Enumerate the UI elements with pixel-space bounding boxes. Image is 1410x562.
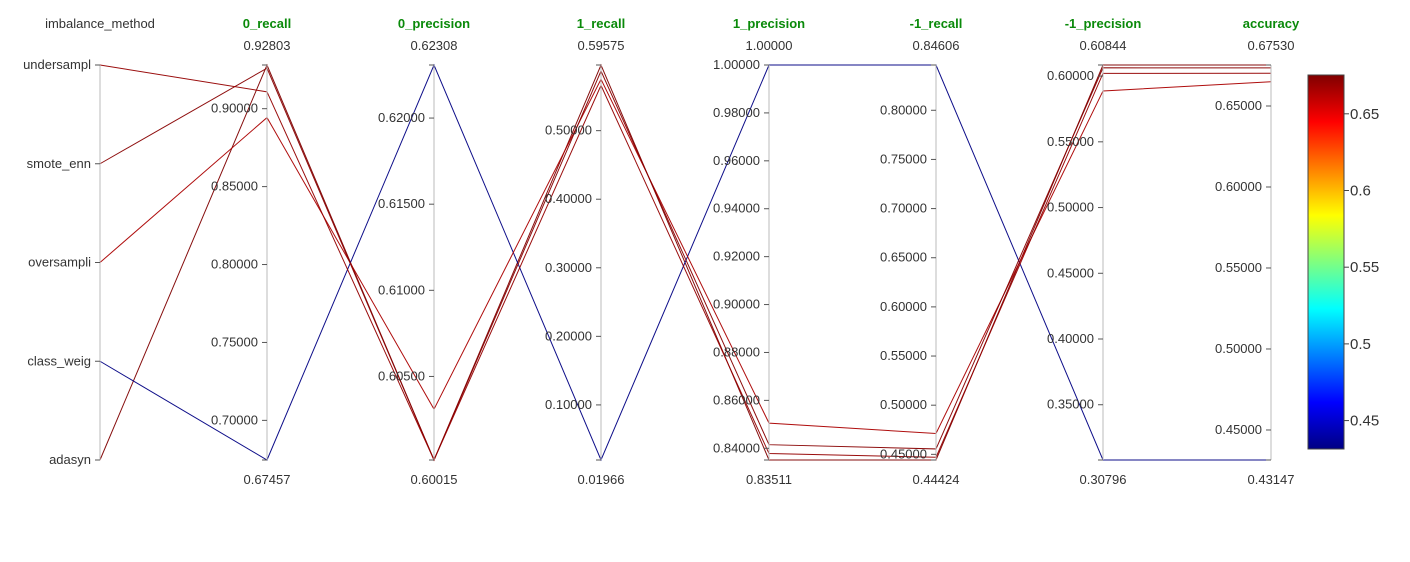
axis-title: 1_recall: [577, 16, 625, 31]
category-label: smote_enn: [27, 156, 91, 171]
axis-title: -1_recall: [910, 16, 963, 31]
axis-tick-label: 0.55000: [1215, 260, 1262, 275]
axis-tick-label: 0.55000: [880, 348, 927, 363]
axis-range-max-label: 0.92803: [244, 38, 291, 53]
axis-tick-label: 0.45000: [880, 446, 927, 461]
axis-range-max-label: 1.00000: [746, 38, 793, 53]
colorbar-tick-label: 0.5: [1350, 336, 1371, 353]
axis-tick-label: 0.65000: [1215, 98, 1262, 113]
colorbar-tick-label: 0.55: [1350, 259, 1379, 276]
colorbar-gradient: [1307, 74, 1345, 450]
axis-range-min-label: 0.01966: [578, 472, 625, 487]
axis-title: imbalance_method: [45, 16, 155, 31]
axis-range-min-label: 0.67457: [244, 472, 291, 487]
axis-range-max-label: 0.59575: [578, 38, 625, 53]
axis-tick-label: 0.20000: [545, 328, 592, 343]
axis-range-max-label: 0.60844: [1080, 38, 1127, 53]
category-label: adasyn: [49, 452, 91, 467]
axis-tick-label: 0.88000: [713, 344, 760, 359]
colorbar-tick-label: 0.45: [1350, 413, 1379, 430]
axis-tick-label: 0.65000: [880, 250, 927, 265]
data-polyline: [99, 78, 1272, 435]
data-polyline: [99, 64, 1272, 462]
axis-tick-label: 0.50000: [1215, 341, 1262, 356]
axis-tick-label: 0.75000: [211, 334, 258, 349]
axis-tick-label: 0.80000: [880, 102, 927, 117]
category-label: class_weig: [27, 353, 91, 368]
axis-range-min-label: 0.44424: [913, 472, 960, 487]
axis-title: 0_precision: [398, 16, 470, 31]
axis-title: accuracy: [1243, 16, 1300, 31]
axis-tick-label: 0.60000: [1215, 179, 1262, 194]
axis-tick-label: 0.60500: [378, 368, 425, 383]
axis-tick-label: 0.92000: [713, 249, 760, 264]
axis-tick-label: 0.50000: [545, 123, 592, 138]
axes-layer: imbalance_method undersampl smote_ennovers…: [23, 16, 1300, 487]
axis-title: -1_precision: [1065, 16, 1142, 31]
axis-tick-label: 0.61500: [378, 196, 425, 211]
axis-range-max-label: 0.67530: [1248, 38, 1295, 53]
axis-range-min-label: 0.83511: [746, 472, 792, 487]
axis-tick-label: 0.80000: [211, 257, 258, 272]
axis-tick-label: 0.60000: [880, 299, 927, 314]
axis-tick-label: 0.98000: [713, 105, 760, 120]
axis-tick-label: 0.70000: [880, 201, 927, 216]
axis-title: 1_precision: [733, 16, 805, 31]
data-polyline: [99, 63, 1271, 462]
axis-tick-label: 0.84000: [713, 440, 760, 455]
axis-tick-label: 0.62000: [378, 110, 425, 125]
axis-tick-label: 0.90000: [713, 297, 760, 312]
axis-tick-label: 0.60000: [1047, 68, 1094, 83]
axis-tick-label: 0.35000: [1047, 397, 1094, 412]
axis-tick-label: 0.10000: [545, 397, 592, 412]
category-label: undersampl: [23, 57, 91, 72]
axis-range-max-label: 0.62308: [411, 38, 458, 53]
axis-tick-label: 0.55000: [1047, 134, 1094, 149]
axis-range-min-label: 0.43147: [1248, 472, 1295, 487]
axis-range-min-label: 0.30796: [1080, 472, 1127, 487]
axis-tick-label: 0.75000: [880, 151, 927, 166]
axis-tick-label: 0.50000: [880, 397, 927, 412]
axis-tick-label: 0.45000: [1047, 265, 1094, 280]
axis-tick-label: 0.40000: [1047, 331, 1094, 346]
category-label: oversampli: [28, 255, 91, 270]
axis-tick-label: 0.30000: [545, 260, 592, 275]
axis-title: 0_recall: [243, 16, 291, 31]
axis-tick-label: 0.40000: [545, 191, 592, 206]
axis-range-max-label: 0.84606: [913, 38, 960, 53]
colorbar-tick-label: 0.65: [1350, 106, 1379, 123]
polyline-layer: [99, 63, 1272, 462]
axis-tick-label: 1.00000: [713, 57, 760, 72]
axis-tick-label: 0.85000: [211, 179, 258, 194]
colorbar: 0.45 0.5 0.55 0.6 0.65: [1307, 74, 1379, 450]
axis-tick-label: 0.70000: [211, 412, 258, 427]
axis-tick-label: 0.50000: [1047, 200, 1094, 215]
axis-range-min-label: 0.60015: [411, 472, 458, 487]
data-polyline: [99, 67, 1272, 462]
axis-tick-label: 0.45000: [1215, 422, 1262, 437]
axis-tick-label: 0.61000: [378, 282, 425, 297]
axis-tick-label: 0.94000: [713, 201, 760, 216]
axis-tick-label: 0.90000: [211, 101, 258, 116]
axis-tick-label: 0.86000: [713, 392, 760, 407]
colorbar-tick-label: 0.6: [1350, 182, 1371, 199]
axis-tick-label: 0.96000: [713, 153, 760, 168]
